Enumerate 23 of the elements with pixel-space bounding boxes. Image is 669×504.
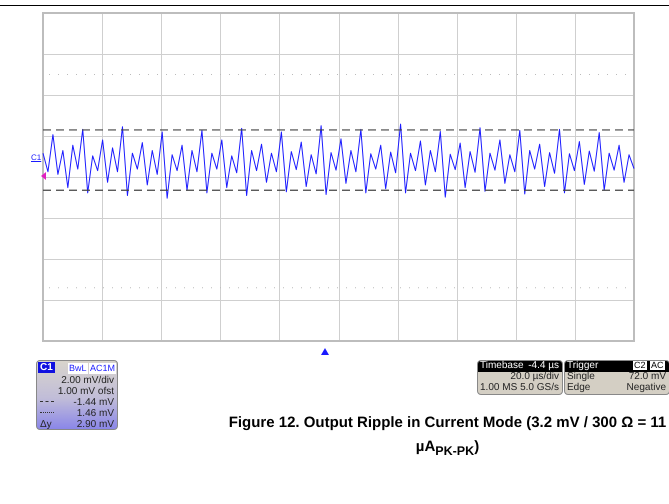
text: BwL (68, 363, 88, 374)
text: -4.4 µs (528, 360, 559, 371)
text: Edge (567, 382, 590, 393)
text: Single (567, 371, 595, 382)
text: 2.00 mV/div (61, 375, 114, 386)
text: 1.46 mV (76, 408, 114, 419)
text: 5.0 GS/s (520, 382, 559, 393)
text: Timebase (480, 360, 524, 371)
text: 1.00 mV ofst (58, 386, 114, 397)
text: 2.90 mV (76, 419, 114, 430)
text: AC1M (89, 363, 116, 374)
text: Δy (40, 419, 52, 430)
text: 1.00 MS (480, 382, 518, 393)
text: Trigger (567, 360, 598, 371)
text: 20.0 µs/div (510, 371, 559, 382)
text: C2 (633, 360, 647, 370)
text: C1 (31, 152, 42, 163)
text: AC (650, 360, 665, 370)
text: -1.44 mV (73, 397, 114, 408)
text: 72.0 mV (628, 371, 666, 382)
text: C1 (38, 362, 55, 373)
text: Negative (626, 382, 666, 393)
text: Figure 12. Output Ripple in Current Mode (3.2 mV / 300 Ω = 11 µA$_{PK-PK}$) (228, 413, 668, 460)
